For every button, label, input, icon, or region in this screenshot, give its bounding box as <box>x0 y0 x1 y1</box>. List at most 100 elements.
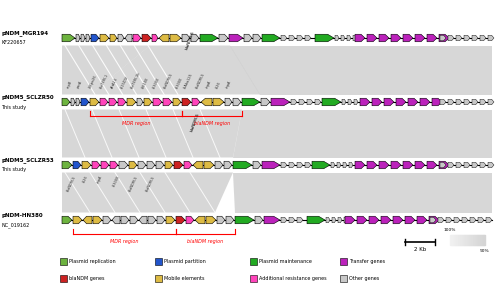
Polygon shape <box>448 99 454 105</box>
Text: blaNDM-5: blaNDM-5 <box>66 175 77 192</box>
Polygon shape <box>230 46 492 94</box>
Polygon shape <box>343 162 347 168</box>
Polygon shape <box>344 217 348 223</box>
Polygon shape <box>488 35 494 41</box>
Polygon shape <box>264 216 280 224</box>
Polygon shape <box>331 162 335 168</box>
Polygon shape <box>118 98 126 106</box>
Text: IS15DIV: IS15DIV <box>120 75 130 89</box>
Polygon shape <box>62 34 75 42</box>
Polygon shape <box>470 217 476 223</box>
Polygon shape <box>393 216 403 224</box>
Text: IS3000: IS3000 <box>175 76 184 89</box>
Polygon shape <box>379 161 389 169</box>
Text: blaNDM-5: blaNDM-5 <box>190 112 200 132</box>
Polygon shape <box>148 216 156 224</box>
Polygon shape <box>289 35 295 41</box>
Polygon shape <box>103 216 111 224</box>
Polygon shape <box>347 35 351 41</box>
Polygon shape <box>464 35 470 41</box>
Polygon shape <box>408 98 418 106</box>
Polygon shape <box>415 161 425 169</box>
Text: KF220657: KF220657 <box>1 40 26 46</box>
Bar <box>155 275 162 282</box>
Text: MDR region: MDR region <box>122 121 150 126</box>
Polygon shape <box>62 110 242 158</box>
Bar <box>250 275 257 282</box>
Polygon shape <box>125 34 132 42</box>
Polygon shape <box>92 161 100 169</box>
Text: 100%: 100% <box>444 228 456 232</box>
Polygon shape <box>253 161 261 169</box>
Polygon shape <box>193 161 203 169</box>
Polygon shape <box>372 98 382 106</box>
Polygon shape <box>163 98 172 106</box>
Bar <box>250 258 257 265</box>
Polygon shape <box>440 162 446 168</box>
Polygon shape <box>147 161 155 169</box>
Text: Plasmid partition: Plasmid partition <box>164 259 206 264</box>
Polygon shape <box>307 99 313 105</box>
Polygon shape <box>201 98 212 106</box>
Polygon shape <box>367 161 377 169</box>
Polygon shape <box>166 216 175 224</box>
Polygon shape <box>215 161 223 169</box>
Polygon shape <box>233 161 252 169</box>
Polygon shape <box>90 98 99 106</box>
Bar <box>60 275 67 282</box>
Polygon shape <box>127 98 136 106</box>
Polygon shape <box>488 162 494 168</box>
Polygon shape <box>109 98 117 106</box>
Polygon shape <box>62 46 150 94</box>
Polygon shape <box>206 216 216 224</box>
Polygon shape <box>305 162 311 168</box>
Text: repB: repB <box>66 80 73 89</box>
Polygon shape <box>462 217 468 223</box>
Text: pNDM5_SCLZR53: pNDM5_SCLZR53 <box>1 157 54 163</box>
Polygon shape <box>137 98 143 106</box>
Polygon shape <box>62 216 72 224</box>
Text: blaNDM-5: blaNDM-5 <box>185 30 196 50</box>
Polygon shape <box>195 216 205 224</box>
Polygon shape <box>233 110 492 158</box>
Polygon shape <box>184 161 192 169</box>
Polygon shape <box>488 99 494 105</box>
Polygon shape <box>174 161 183 169</box>
Bar <box>155 258 162 265</box>
Polygon shape <box>219 34 228 42</box>
Polygon shape <box>224 161 232 169</box>
Polygon shape <box>355 34 365 42</box>
Polygon shape <box>173 98 181 106</box>
Polygon shape <box>326 217 330 223</box>
Text: blaNDM-5: blaNDM-5 <box>145 175 156 192</box>
Polygon shape <box>112 216 120 224</box>
Polygon shape <box>312 161 330 169</box>
Polygon shape <box>440 35 446 41</box>
Text: ISAba125: ISAba125 <box>183 72 194 89</box>
Text: blaNDM-5: blaNDM-5 <box>128 175 139 192</box>
Polygon shape <box>229 34 243 42</box>
Polygon shape <box>142 34 151 42</box>
Polygon shape <box>315 99 321 105</box>
Polygon shape <box>200 34 218 42</box>
Polygon shape <box>369 216 379 224</box>
Polygon shape <box>262 161 280 169</box>
Polygon shape <box>405 216 415 224</box>
Polygon shape <box>332 217 336 223</box>
Polygon shape <box>341 35 345 41</box>
Text: dfrA14: dfrA14 <box>110 77 118 89</box>
Text: pNDM5_SCLZR50: pNDM5_SCLZR50 <box>1 94 54 100</box>
Text: Additional resistance genes: Additional resistance genes <box>259 276 326 281</box>
Polygon shape <box>342 99 346 105</box>
Polygon shape <box>417 216 427 224</box>
Polygon shape <box>176 216 185 224</box>
Polygon shape <box>456 99 462 105</box>
Polygon shape <box>349 162 353 168</box>
Polygon shape <box>83 216 92 224</box>
Polygon shape <box>62 172 233 212</box>
Polygon shape <box>472 99 478 105</box>
Polygon shape <box>153 98 162 106</box>
Polygon shape <box>191 34 199 42</box>
Polygon shape <box>360 98 370 106</box>
Polygon shape <box>297 35 303 41</box>
